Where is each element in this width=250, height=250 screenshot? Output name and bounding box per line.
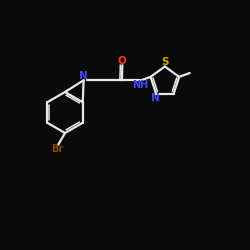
Text: NH: NH <box>132 80 148 90</box>
Text: N: N <box>79 71 88 81</box>
Text: Br: Br <box>51 144 63 154</box>
Text: N: N <box>151 93 160 103</box>
Text: O: O <box>118 56 127 66</box>
Text: S: S <box>161 57 168 67</box>
